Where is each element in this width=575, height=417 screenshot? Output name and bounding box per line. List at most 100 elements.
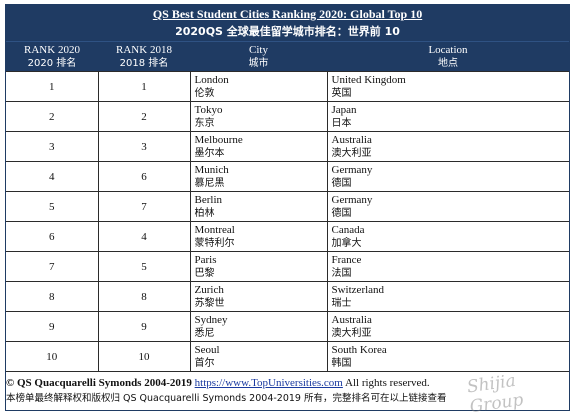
rank-2020-cell: 3 bbox=[6, 131, 99, 162]
location-cell: Japan 日本 bbox=[327, 101, 570, 132]
rank-2018-cell: 4 bbox=[98, 221, 191, 252]
table-row: 8 8 Zurich 苏黎世 Switzerland 瑞士 bbox=[6, 281, 570, 312]
location-en: United Kingdom bbox=[331, 73, 406, 86]
city-cell: Munich 慕尼黑 bbox=[190, 161, 328, 192]
rank-2018-cell: 10 bbox=[98, 341, 191, 372]
city-cn: 巴黎 bbox=[194, 267, 215, 279]
rank-2020-cell: 9 bbox=[6, 311, 99, 342]
city-en: Seoul bbox=[194, 343, 220, 356]
city-en: Tokyo bbox=[194, 103, 223, 116]
header-location-cn: 地点 bbox=[438, 57, 459, 69]
city-en: London bbox=[194, 73, 229, 86]
header-location-en: Location bbox=[428, 43, 468, 56]
location-cn: 澳大利亚 bbox=[331, 327, 372, 339]
location-cell: South Korea 韩国 bbox=[327, 341, 570, 372]
location-cn: 加拿大 bbox=[331, 237, 362, 249]
city-cell: Montreal 蒙特利尔 bbox=[190, 221, 328, 252]
location-en: Germany bbox=[331, 163, 373, 176]
location-cell: France 法国 bbox=[327, 251, 570, 282]
city-cn: 东京 bbox=[194, 117, 215, 129]
topuniversities-link[interactable]: https://www.TopUniversities.com bbox=[194, 377, 343, 389]
location-en: Australia bbox=[331, 133, 372, 146]
location-cell: Australia 澳大利亚 bbox=[327, 311, 570, 342]
city-cell: Melbourne 墨尔本 bbox=[190, 131, 328, 162]
city-cn: 墨尔本 bbox=[194, 147, 225, 159]
city-cn: 蒙特利尔 bbox=[194, 237, 235, 249]
header-rank-2018-en: RANK 2018 bbox=[116, 43, 172, 56]
location-en: South Korea bbox=[331, 343, 387, 356]
city-en: Munich bbox=[194, 163, 229, 176]
city-cell: Berlin 柏林 bbox=[190, 191, 328, 222]
table-title-en: QS Best Student Cities Ranking 2020: Glo… bbox=[6, 5, 570, 23]
location-en: Australia bbox=[331, 313, 372, 326]
header-city: City 城市 bbox=[190, 41, 327, 72]
location-en: Germany bbox=[331, 193, 373, 206]
table-row: 1 1 London 伦敦 United Kingdom 英国 bbox=[6, 71, 570, 102]
header-rank-2020-cn: 2020 排名 bbox=[27, 57, 77, 69]
rank-2018-cell: 7 bbox=[98, 191, 191, 222]
location-cn: 韩国 bbox=[331, 357, 352, 369]
city-cell: Paris 巴黎 bbox=[190, 251, 328, 282]
rights-text: All rights reserved. bbox=[345, 377, 430, 389]
footer-line-en: © QS Quacquarelli Symonds 2004-2019 http… bbox=[6, 376, 569, 391]
city-en: Sydney bbox=[194, 313, 228, 326]
ranking-table: QS Best Student Cities Ranking 2020: Glo… bbox=[6, 5, 570, 372]
rank-2020-cell: 5 bbox=[6, 191, 99, 222]
table-row: 10 10 Seoul 首尔 South Korea 韩国 bbox=[6, 341, 570, 372]
rank-2018-cell: 9 bbox=[98, 311, 191, 342]
rank-2020-cell: 2 bbox=[6, 101, 99, 132]
rank-2018-cell: 8 bbox=[98, 281, 191, 312]
city-en: Berlin bbox=[194, 193, 223, 206]
location-cell: Germany 德国 bbox=[327, 161, 570, 192]
city-en: Melbourne bbox=[194, 133, 243, 146]
table-title-cn: 2020QS 全球最佳留学城市排名：世界前 10 bbox=[6, 23, 570, 42]
table-row: 3 3 Melbourne 墨尔本 Australia 澳大利亚 bbox=[6, 131, 570, 162]
rank-2020-cell: 8 bbox=[6, 281, 99, 312]
location-en: Canada bbox=[331, 223, 365, 236]
rank-2020-cell: 1 bbox=[6, 71, 99, 102]
table-row: 2 2 Tokyo 东京 Japan 日本 bbox=[6, 101, 570, 132]
rank-2020-cell: 4 bbox=[6, 161, 99, 192]
city-cell: Sydney 悉尼 bbox=[190, 311, 328, 342]
rank-2018-cell: 2 bbox=[98, 101, 191, 132]
table-row: 5 7 Berlin 柏林 Germany 德国 bbox=[6, 191, 570, 222]
table-row: 4 6 Munich 慕尼黑 Germany 德国 bbox=[6, 161, 570, 192]
location-cn: 德国 bbox=[331, 177, 352, 189]
rank-2020-cell: 10 bbox=[6, 341, 99, 372]
location-cell: Australia 澳大利亚 bbox=[327, 131, 570, 162]
location-en: Switzerland bbox=[331, 283, 385, 296]
copyright-text: © QS Quacquarelli Symonds 2004-2019 bbox=[6, 377, 192, 389]
location-cn: 瑞士 bbox=[331, 297, 352, 309]
header-city-cn: 城市 bbox=[248, 57, 269, 69]
city-en: Montreal bbox=[194, 223, 235, 236]
city-cn: 柏林 bbox=[194, 207, 215, 219]
location-en: France bbox=[331, 253, 362, 266]
city-cell: Zurich 苏黎世 bbox=[190, 281, 328, 312]
city-cell: London 伦敦 bbox=[190, 71, 328, 102]
header-rank-2018-cn: 2018 排名 bbox=[119, 57, 169, 69]
city-cell: Tokyo 东京 bbox=[190, 101, 328, 132]
header-rank-2020: RANK 2020 2020 排名 bbox=[6, 41, 98, 72]
table-title-en-row: QS Best Student Cities Ranking 2020: Glo… bbox=[6, 5, 570, 23]
table-frame bbox=[5, 4, 570, 411]
header-location: Location 地点 bbox=[327, 41, 570, 72]
city-cn: 悉尼 bbox=[194, 327, 215, 339]
rank-2018-cell: 5 bbox=[98, 251, 191, 282]
rank-2020-cell: 6 bbox=[6, 221, 99, 252]
location-cell: Switzerland 瑞士 bbox=[327, 281, 570, 312]
rank-2018-cell: 6 bbox=[98, 161, 191, 192]
location-cn: 日本 bbox=[331, 117, 352, 129]
table-row: 9 9 Sydney 悉尼 Australia 澳大利亚 bbox=[6, 311, 570, 342]
header-row: RANK 2020 2020 排名 RANK 2018 2018 排名 City… bbox=[6, 41, 570, 72]
table-row: 7 5 Paris 巴黎 France 法国 bbox=[6, 251, 570, 282]
rank-2018-cell: 1 bbox=[98, 71, 191, 102]
table-title-cn-row: 2020QS 全球最佳留学城市排名：世界前 10 bbox=[6, 23, 570, 42]
location-cn: 德国 bbox=[331, 207, 352, 219]
header-city-en: City bbox=[249, 43, 268, 56]
location-cn: 澳大利亚 bbox=[331, 147, 372, 159]
location-cell: Germany 德国 bbox=[327, 191, 570, 222]
footer: © QS Quacquarelli Symonds 2004-2019 http… bbox=[6, 376, 569, 406]
header-rank-2020-en: RANK 2020 bbox=[24, 43, 80, 56]
location-cell: Canada 加拿大 bbox=[327, 221, 570, 252]
city-cell: Seoul 首尔 bbox=[190, 341, 328, 372]
